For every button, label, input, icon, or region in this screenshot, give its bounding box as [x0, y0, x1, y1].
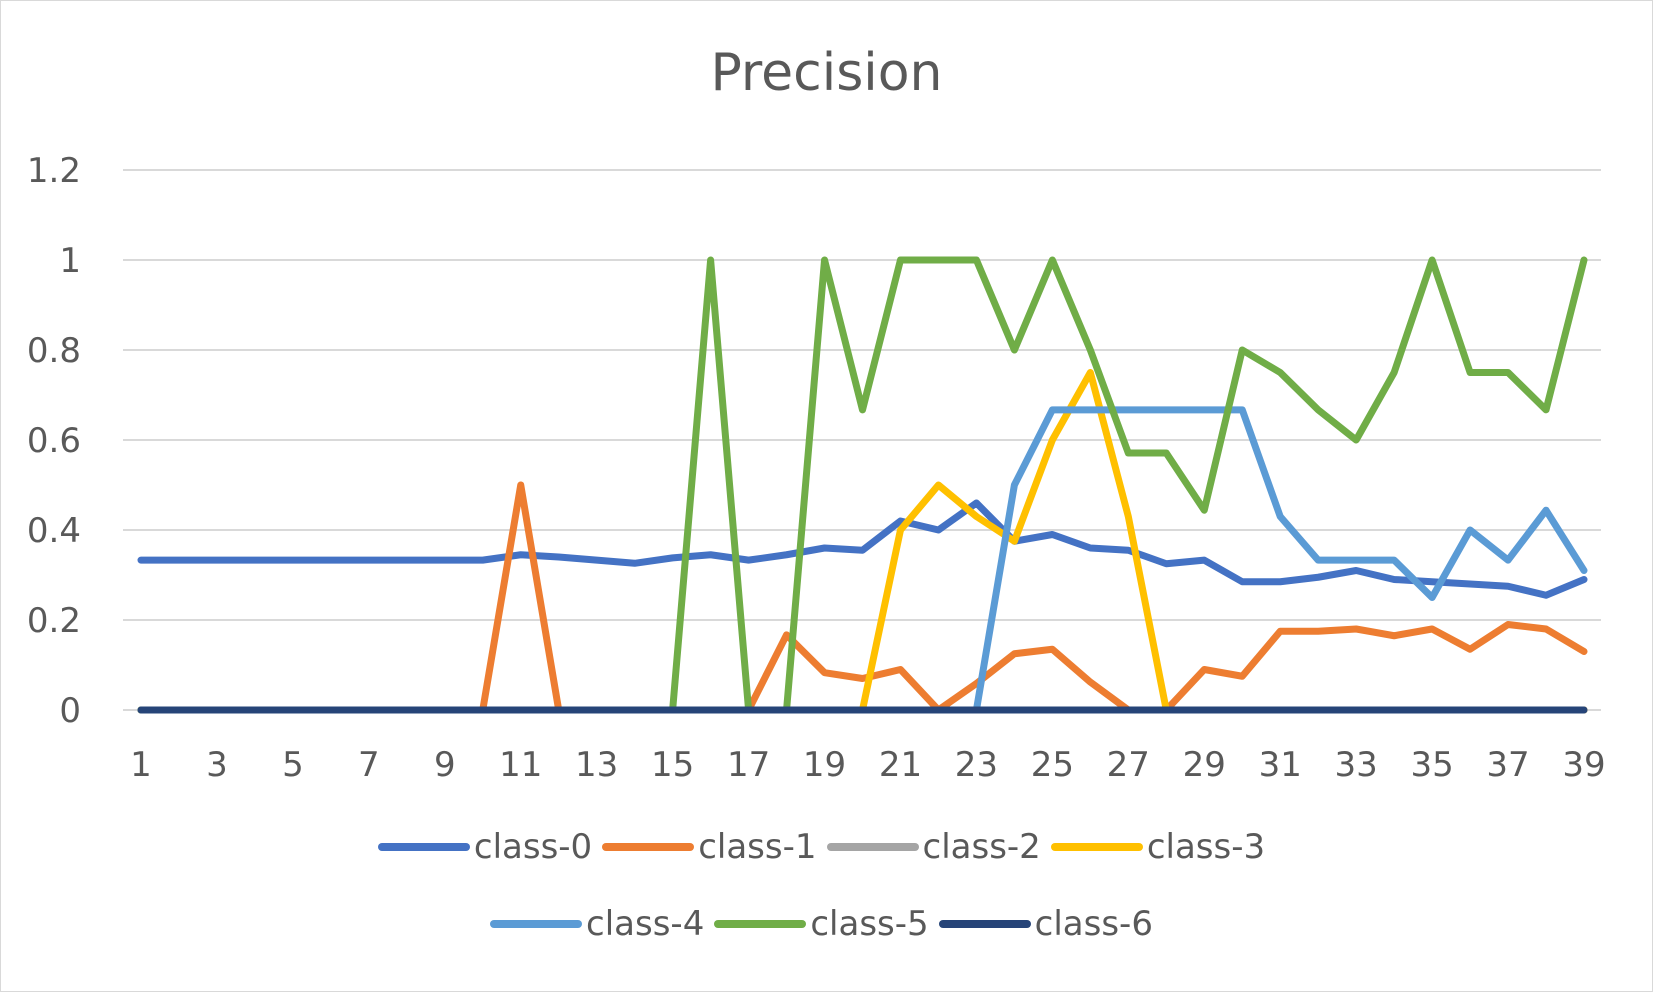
chart-title: Precision — [710, 43, 943, 103]
x-tick-label: 15 — [651, 745, 694, 785]
legend-item-class-1: class-1 — [602, 827, 826, 867]
legend-label: class-5 — [810, 904, 929, 944]
legend-swatch — [938, 920, 1031, 928]
x-tick-label: 9 — [434, 745, 456, 785]
legend-item-class-2: class-2 — [826, 827, 1051, 867]
legend-swatch — [826, 843, 919, 851]
x-tick-label: 21 — [879, 745, 922, 785]
legend-swatch — [602, 843, 695, 851]
x-tick-label: 39 — [1562, 745, 1605, 785]
legend-label: class-2 — [922, 827, 1041, 867]
y-tick-label: 0 — [59, 691, 81, 731]
x-tick-label: 13 — [575, 745, 618, 785]
x-tick-label: 29 — [1183, 745, 1226, 785]
y-tick-label: 1.2 — [27, 151, 81, 191]
x-tick-label: 23 — [955, 745, 998, 785]
chart-legend: class-0 class-1 class-2 class-3 class-4 class… — [1, 823, 1652, 977]
legend-swatch — [490, 920, 583, 928]
x-tick-label: 27 — [1107, 745, 1150, 785]
x-tick-label: 37 — [1486, 745, 1529, 785]
legend-item-class-3: class-3 — [1050, 827, 1275, 867]
legend-item-class-4: class-4 — [490, 904, 714, 944]
legend-item-class-6: class-6 — [938, 904, 1163, 944]
series-line-class-1 — [137, 481, 1588, 714]
legend-label: class-0 — [473, 827, 593, 867]
y-tick-label: 0.6 — [27, 421, 81, 461]
x-tick-label: 1 — [130, 745, 152, 785]
x-tick-label: 19 — [803, 745, 846, 785]
legend-label: class-1 — [698, 827, 817, 867]
legend-swatch — [1050, 843, 1143, 851]
y-tick-label: 0.4 — [27, 511, 81, 551]
legend-label: class-4 — [586, 904, 705, 944]
x-tick-label: 11 — [499, 745, 542, 785]
legend-swatch — [714, 920, 807, 928]
legend-row: class-0 class-1 class-2 class-3 — [1, 823, 1652, 871]
y-tick-label: 0.2 — [27, 601, 81, 641]
legend-swatch — [377, 843, 470, 851]
legend-label: class-3 — [1146, 827, 1266, 867]
series-line-class-0 — [137, 499, 1588, 599]
x-tick-label: 35 — [1410, 745, 1453, 785]
legend-item-class-0: class-0 — [377, 827, 602, 867]
x-tick-label: 33 — [1335, 745, 1378, 785]
legend-item-class-5: class-5 — [714, 904, 938, 944]
x-tick-label: 31 — [1259, 745, 1302, 785]
x-tick-label: 17 — [727, 745, 770, 785]
legend-label: class-6 — [1034, 904, 1153, 944]
x-tick-label: 3 — [206, 745, 228, 785]
y-tick-label: 0.8 — [27, 331, 81, 371]
series-line-class-5 — [137, 256, 1588, 714]
x-tick-label: 7 — [358, 745, 380, 785]
x-tick-label: 25 — [1031, 745, 1074, 785]
legend-row: class-4 class-5 class-6 — [1, 900, 1652, 948]
y-tick-label: 1 — [59, 241, 81, 281]
x-tick-label: 5 — [282, 745, 304, 785]
